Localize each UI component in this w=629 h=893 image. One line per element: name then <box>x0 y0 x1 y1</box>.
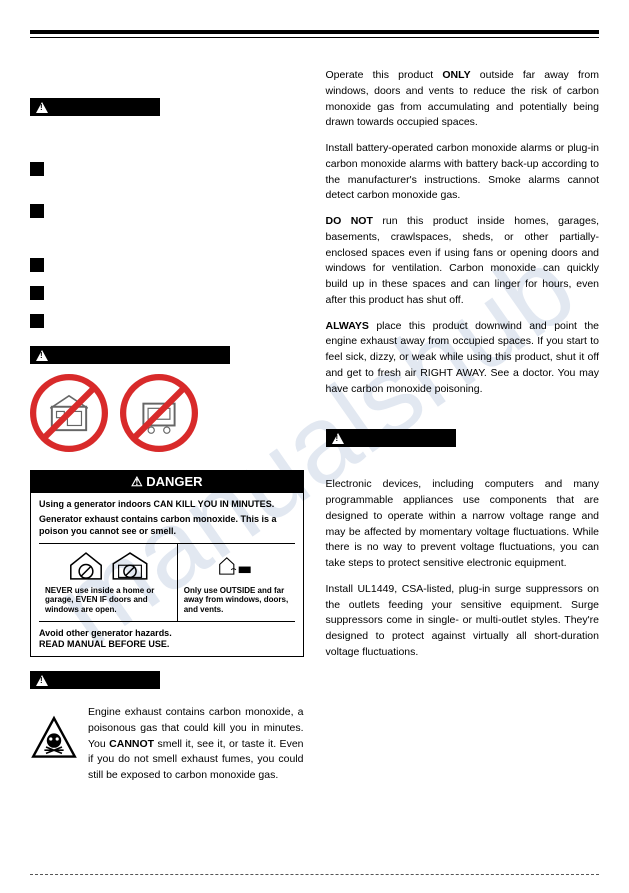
left-column: ⚠ DANGER Using a generator indoors CAN K… <box>30 68 304 784</box>
skull-hazard-icon <box>30 715 78 763</box>
section-bar <box>30 98 160 116</box>
para-do-not: DO NOT run this product inside homes, ga… <box>326 214 600 309</box>
para-surge: Install UL1449, CSA-listed, plug-in surg… <box>326 582 600 661</box>
right-column: Operate this product ONLY outside far aw… <box>326 68 600 784</box>
exhaust-warning-text: Engine exhaust contains carbon monoxide,… <box>88 705 304 784</box>
house-prohibit-icon <box>67 550 105 582</box>
danger-icon-row: NEVER use inside a home or garage, EVEN … <box>39 543 295 622</box>
danger-exhaust-line: Generator exhaust contains carbon monoxi… <box>39 514 295 537</box>
columns: ⚠ DANGER Using a generator indoors CAN K… <box>30 68 599 784</box>
bullet-square <box>30 162 44 176</box>
para-install-alarms: Install battery-operated carbon monoxide… <box>326 141 600 204</box>
danger-never-text: NEVER use inside a home or garage, EVEN … <box>45 586 154 614</box>
danger-avoid2: READ MANUAL BEFORE USE. <box>39 639 295 650</box>
exhaust-warning-block: Engine exhaust contains carbon monoxide,… <box>30 705 304 784</box>
danger-never-cell: NEVER use inside a home or garage, EVEN … <box>39 544 178 621</box>
warning-icon <box>36 102 48 113</box>
page-content: ⚠ DANGER Using a generator indoors CAN K… <box>0 0 629 893</box>
section-bar <box>30 346 230 364</box>
no-enclosed-icon <box>120 374 198 452</box>
para-electronic: Electronic devices, including computers … <box>326 477 600 572</box>
section-bar <box>30 671 160 689</box>
outside-use-icon <box>217 550 255 582</box>
warning-icon <box>332 433 344 444</box>
bullet-square <box>30 314 44 328</box>
danger-kill-line: Using a generator indoors CAN KILL YOU I… <box>39 499 295 510</box>
bullet-square <box>30 258 44 272</box>
danger-only-cell: Only use OUTSIDE and far away from windo… <box>178 544 295 621</box>
warning-icon <box>36 675 48 686</box>
para-always: ALWAYS place this product downwind and p… <box>326 319 600 398</box>
warning-icon <box>36 350 48 361</box>
no-indoor-icon <box>30 374 108 452</box>
section-bar <box>326 429 456 447</box>
header-rule <box>30 30 599 38</box>
danger-only-text: Only use OUTSIDE and far away from windo… <box>184 586 288 614</box>
redacted-bullets <box>30 162 304 336</box>
para-operate-only: Operate this product ONLY outside far aw… <box>326 68 600 131</box>
bullet-square <box>30 286 44 300</box>
footer-rule <box>30 874 599 875</box>
prohibit-icons <box>30 374 304 452</box>
bullet-square <box>30 204 44 218</box>
danger-avoid1: Avoid other generator hazards. <box>39 628 295 639</box>
garage-prohibit-icon <box>111 550 149 582</box>
danger-header: ⚠ DANGER <box>31 471 303 493</box>
danger-box: ⚠ DANGER Using a generator indoors CAN K… <box>30 470 304 657</box>
